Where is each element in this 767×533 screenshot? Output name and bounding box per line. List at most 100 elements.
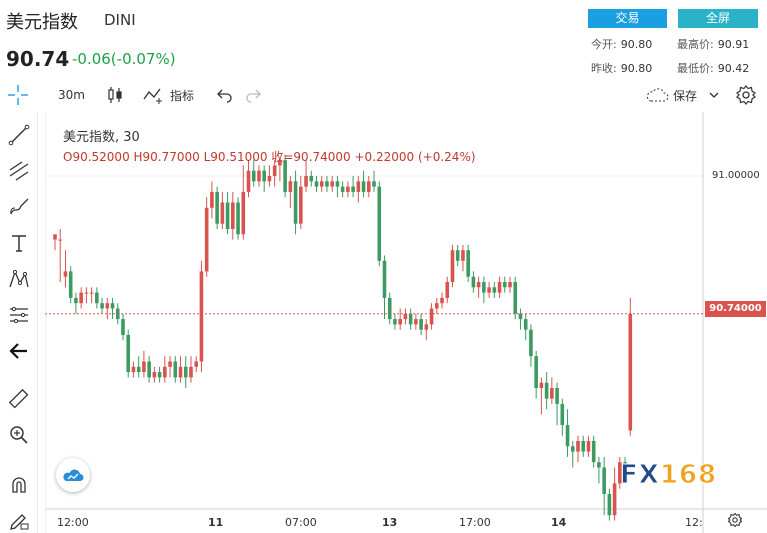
stat-high-value: 90.91 — [717, 38, 750, 51]
ohlc-readout: O90.52000 H90.77000 L90.51000 收=90.74000… — [63, 150, 476, 164]
last-price: 90.74 — [6, 47, 70, 71]
arrow-left-icon[interactable] — [6, 338, 32, 364]
time-label: 12:00 — [57, 516, 89, 529]
candle-body — [612, 483, 617, 516]
stat-high: 最高价: 90.91 — [677, 36, 749, 52]
time-label: 11 — [208, 516, 224, 529]
candle-body — [602, 467, 606, 494]
candle-body — [288, 181, 293, 192]
stat-open: 今开: 90.80 — [591, 36, 652, 52]
brush-icon[interactable] — [6, 194, 32, 220]
ruler-icon[interactable] — [6, 386, 32, 412]
candle-body — [309, 176, 314, 182]
trade-button[interactable]: 交易 — [588, 9, 667, 28]
candle-body — [251, 170, 256, 182]
candle-body — [110, 303, 115, 309]
stat-prev-label: 昨收: — [591, 62, 617, 75]
candle-body — [487, 287, 491, 293]
text-tool-icon[interactable] — [6, 230, 32, 256]
candle-body — [304, 176, 308, 187]
pattern-icon[interactable] — [6, 266, 32, 292]
series-name[interactable]: 美元指数, 30 — [63, 130, 140, 145]
candle-body — [142, 361, 146, 373]
indicators-button[interactable]: 指标 — [142, 82, 194, 108]
candle-body — [398, 319, 402, 325]
candle-body — [220, 202, 225, 224]
candle-body — [157, 372, 162, 378]
redo-icon[interactable] — [244, 82, 262, 108]
candle-body — [382, 260, 387, 298]
candle-body — [58, 239, 63, 241]
price-chart[interactable] — [44, 112, 767, 533]
interval-selector[interactable]: 30m — [58, 88, 85, 102]
candle-body — [414, 319, 418, 325]
chevron-down-icon — [709, 92, 719, 98]
candle-body — [555, 388, 559, 404]
cloud-icon — [646, 88, 669, 102]
candlestick-type-icon[interactable] — [106, 82, 124, 108]
watermark-fx: FX — [620, 460, 660, 491]
candle-body — [440, 297, 444, 304]
axis-settings-gear-icon[interactable] — [727, 512, 743, 532]
candle-body — [79, 292, 83, 304]
candle-body — [523, 319, 528, 330]
candle-body — [283, 160, 287, 192]
candle-body — [340, 186, 345, 192]
candle-body — [445, 282, 450, 298]
candle-body — [53, 234, 57, 240]
candle-body — [591, 441, 596, 463]
time-label: 07:00 — [285, 516, 317, 529]
candle-body — [314, 181, 319, 187]
candle-body — [576, 441, 580, 452]
measure-lines-icon[interactable] — [6, 302, 32, 328]
magnet-icon[interactable] — [6, 472, 32, 498]
crosshair-icon[interactable] — [6, 82, 30, 108]
indicators-label: 指标 — [170, 88, 195, 103]
candle-body — [476, 282, 481, 288]
candle-body — [346, 186, 350, 192]
candle-body — [393, 319, 397, 325]
undo-icon[interactable] — [216, 82, 234, 108]
pencil-lock-icon[interactable] — [6, 508, 32, 533]
candle-body — [550, 388, 554, 399]
fx168-watermark: FX168 — [620, 460, 717, 491]
candle-body — [335, 181, 340, 187]
time-label: 12: — [685, 516, 703, 529]
candle-body — [189, 366, 193, 378]
candle-body — [529, 329, 533, 357]
stat-open-label: 今开: — [591, 38, 617, 51]
candle-body — [147, 361, 151, 378]
candle-body — [508, 282, 512, 288]
candle-body — [450, 250, 455, 282]
indicators-icon — [143, 88, 162, 104]
settings-gear-icon[interactable] — [735, 82, 757, 108]
candle-body — [356, 181, 361, 192]
candle-body — [387, 297, 392, 320]
candle-body — [565, 425, 570, 447]
candle-body — [121, 319, 125, 335]
stat-open-value: 90.80 — [620, 38, 653, 51]
tradingview-logo[interactable] — [56, 458, 90, 492]
zoom-in-icon[interactable] — [6, 422, 32, 448]
candle-body — [267, 176, 272, 182]
candle-body — [419, 319, 423, 330]
candlestick-chart[interactable] — [44, 112, 767, 533]
candle-body — [194, 361, 199, 367]
candle-body — [152, 372, 157, 378]
fullscreen-button[interactable]: 全屏 — [678, 9, 758, 28]
price-change: -0.06(-0.07%) — [72, 50, 176, 68]
candle-body — [597, 462, 601, 468]
candle-body — [63, 271, 68, 277]
trend-line-icon[interactable] — [6, 122, 32, 148]
candle-body — [241, 191, 246, 235]
stat-low-value: 90.42 — [717, 62, 750, 75]
candle-body — [434, 303, 439, 309]
candle-body — [455, 250, 460, 261]
candle-body — [74, 297, 78, 304]
candle-body — [89, 292, 94, 294]
candle-body — [163, 366, 167, 378]
save-button[interactable]: 保存 — [645, 82, 721, 108]
parallel-channel-icon[interactable] — [6, 158, 32, 184]
stat-low-label: 最低价: — [677, 62, 714, 75]
candle-body — [278, 160, 282, 166]
